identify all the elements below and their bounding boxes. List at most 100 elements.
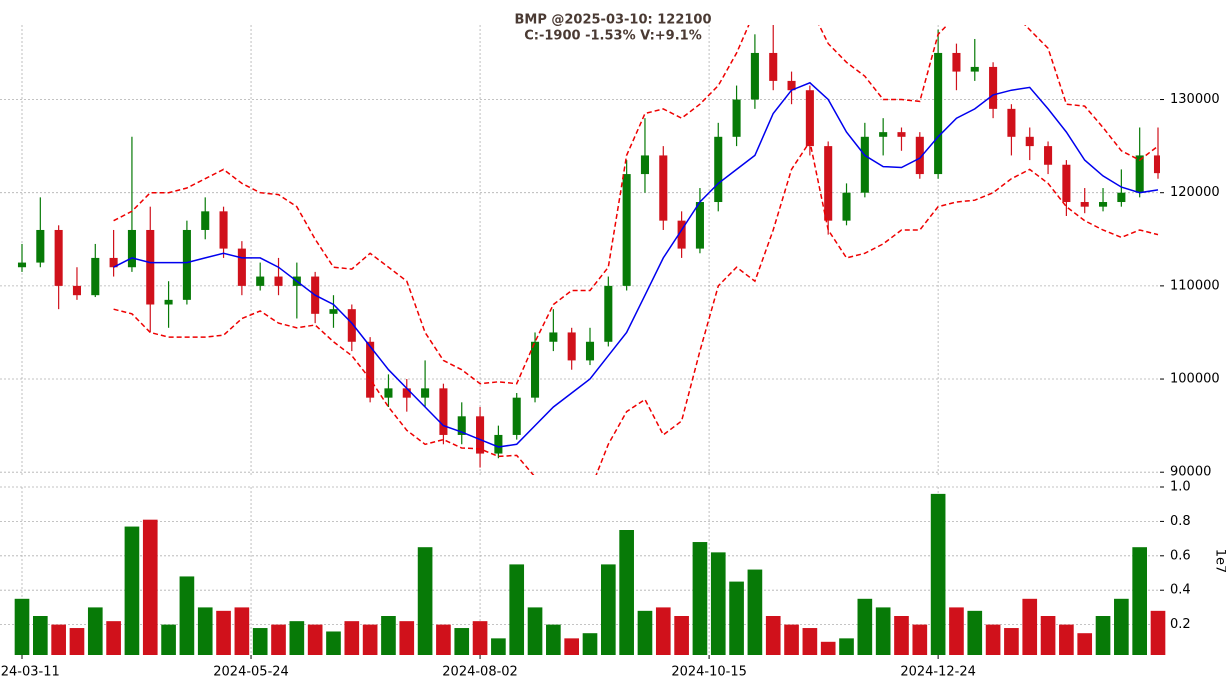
volume-bar	[564, 638, 580, 655]
volume-bar	[381, 616, 396, 655]
candle-body	[439, 388, 448, 435]
volume-bar	[417, 547, 433, 655]
candle-body	[72, 285, 81, 296]
volume-bar	[436, 624, 451, 655]
candle-body	[256, 276, 265, 286]
volume-bar	[234, 607, 250, 655]
candle-body	[879, 132, 888, 137]
candle-body	[494, 434, 503, 454]
volume-bar	[124, 526, 140, 655]
candle-body	[1153, 155, 1160, 174]
volume-bar	[399, 621, 415, 655]
candle-body	[54, 229, 63, 286]
volume-bar	[674, 616, 689, 655]
volume-bar	[820, 641, 836, 655]
candle-body	[585, 341, 595, 361]
volume-bar	[472, 621, 488, 655]
candle-body	[91, 257, 100, 296]
volume-bar	[1114, 598, 1129, 655]
candle-body	[659, 155, 668, 221]
volume-bar	[784, 624, 799, 655]
volume-bar	[87, 607, 103, 655]
candle-body	[934, 52, 943, 175]
volume-bar	[142, 519, 158, 655]
candle-body	[1025, 136, 1034, 147]
candle-body	[952, 52, 961, 72]
volume-bar	[949, 607, 964, 655]
candle-body	[970, 66, 979, 72]
volume-bar	[307, 624, 323, 655]
lower-band-line	[113, 139, 1159, 475]
candle-body	[182, 229, 191, 300]
volume-bar	[985, 624, 1001, 655]
volume-bar	[14, 598, 30, 655]
candle-body	[549, 332, 558, 342]
volume-bar	[600, 564, 616, 655]
candle-body	[366, 341, 375, 398]
volume-bar	[894, 616, 909, 655]
candle-body	[1044, 146, 1053, 165]
y-tick-label: 110000	[1170, 278, 1220, 293]
volume-bar	[1150, 610, 1166, 655]
candle-body	[732, 99, 741, 137]
candle-body	[1007, 108, 1016, 137]
y-tick-label: 0.6	[1170, 548, 1191, 563]
volume-bar	[216, 610, 231, 655]
volume-bar	[839, 638, 854, 655]
candle-body	[36, 229, 45, 263]
candle-body	[512, 397, 521, 435]
volume-bar	[912, 624, 928, 655]
volume-bar	[692, 542, 708, 655]
candle-body	[824, 146, 833, 221]
volume-bar	[1004, 628, 1019, 655]
grid-layer	[0, 25, 1160, 655]
candle-body	[476, 416, 485, 454]
candles	[17, 25, 1160, 468]
x-tick-label: 2024-03-11	[0, 665, 60, 680]
candle-body	[897, 132, 906, 137]
candle-body	[805, 90, 814, 147]
candle-body	[1080, 202, 1089, 207]
volume-bar	[289, 621, 305, 655]
volume-bar	[491, 638, 506, 655]
candle-body	[604, 285, 613, 342]
volume-bar	[637, 610, 653, 655]
y-tick-label: 130000	[1170, 92, 1220, 107]
candle-body	[274, 276, 283, 286]
candle-body	[421, 388, 430, 398]
volume-offset-label: 1e7	[1213, 549, 1226, 574]
volume-bar	[765, 616, 781, 655]
volume-bar	[271, 624, 286, 655]
candle-body	[1062, 164, 1071, 203]
candle-body	[842, 192, 851, 221]
volume-bar	[655, 607, 671, 655]
candle-body	[750, 52, 759, 100]
volume-bar	[1059, 624, 1074, 655]
volume-bar	[1132, 547, 1148, 655]
y-tick-label: 0.2	[1170, 617, 1191, 632]
volume-bar	[69, 628, 85, 655]
volume-bar	[344, 621, 360, 655]
candle-body	[127, 229, 136, 268]
candle-body	[384, 388, 393, 398]
candle-body	[17, 262, 27, 268]
candle-body	[109, 257, 118, 268]
candle-body	[622, 174, 631, 286]
volume-bar	[362, 624, 378, 655]
volume-bar	[619, 530, 634, 655]
moving-average-line	[113, 81, 1159, 448]
upper-band-line	[113, 25, 1159, 385]
candle-body	[201, 211, 210, 230]
volume-bar	[1022, 598, 1038, 655]
candle-body	[787, 80, 796, 91]
volume-bar	[51, 624, 66, 655]
volume-bar	[710, 552, 726, 655]
candle-body	[1135, 155, 1144, 193]
volume-bar	[197, 607, 213, 655]
y-tick-label: 0.8	[1170, 514, 1191, 529]
y-tick-label: 100000	[1170, 372, 1220, 387]
volume-bar	[106, 621, 121, 655]
volume-bar	[509, 564, 525, 655]
candle-body	[695, 202, 704, 249]
